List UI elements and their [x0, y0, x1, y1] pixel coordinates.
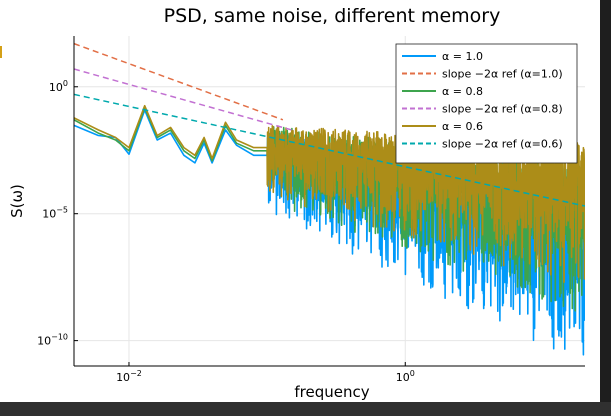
- legend-entries: α = 1.0 slope −2α ref (α=1.0) α = 0.8 slope…: [402, 50, 563, 151]
- psd-chart: 10−2 100 100 10−5 10−10 PSD, same noise, di…: [8, 5, 585, 401]
- legend-label: α = 0.8: [442, 85, 483, 98]
- x-tick-label: 100: [396, 369, 415, 384]
- y-tick-label: 10−5: [42, 206, 68, 221]
- legend-label: slope −2α ref (α=1.0): [442, 68, 563, 81]
- window-bottom-border: [0, 402, 611, 416]
- y-axis-label: S(ω): [8, 184, 26, 218]
- x-tick-label: 10−2: [116, 369, 142, 384]
- legend: α = 1.0 slope −2α ref (α=1.0) α = 0.8 slope…: [395, 43, 578, 164]
- reference-line-alpha-1: [74, 42, 284, 121]
- y-tick-label: 100: [49, 79, 68, 94]
- legend-label: slope −2α ref (α=0.6): [442, 138, 563, 151]
- x-axis-label: frequency: [294, 383, 369, 401]
- chart-title: PSD, same noise, different memory: [164, 5, 501, 27]
- x-ticks: 10−2 100: [116, 362, 415, 384]
- y-tick-label: 10−10: [37, 333, 68, 348]
- reference-line-alpha-0-8: [74, 68, 292, 131]
- series-line-alpha-0-6: [74, 104, 585, 283]
- legend-label: slope −2α ref (α=0.8): [442, 103, 563, 116]
- y-ticks: 100 10−5 10−10: [37, 79, 78, 348]
- window-edge-accent: [0, 46, 2, 58]
- axes: [73, 36, 585, 367]
- legend-label: α = 0.6: [442, 120, 483, 133]
- reference-line-alpha-0-6: [74, 93, 585, 207]
- window-right-border: [600, 0, 611, 416]
- legend-label: α = 1.0: [442, 50, 483, 63]
